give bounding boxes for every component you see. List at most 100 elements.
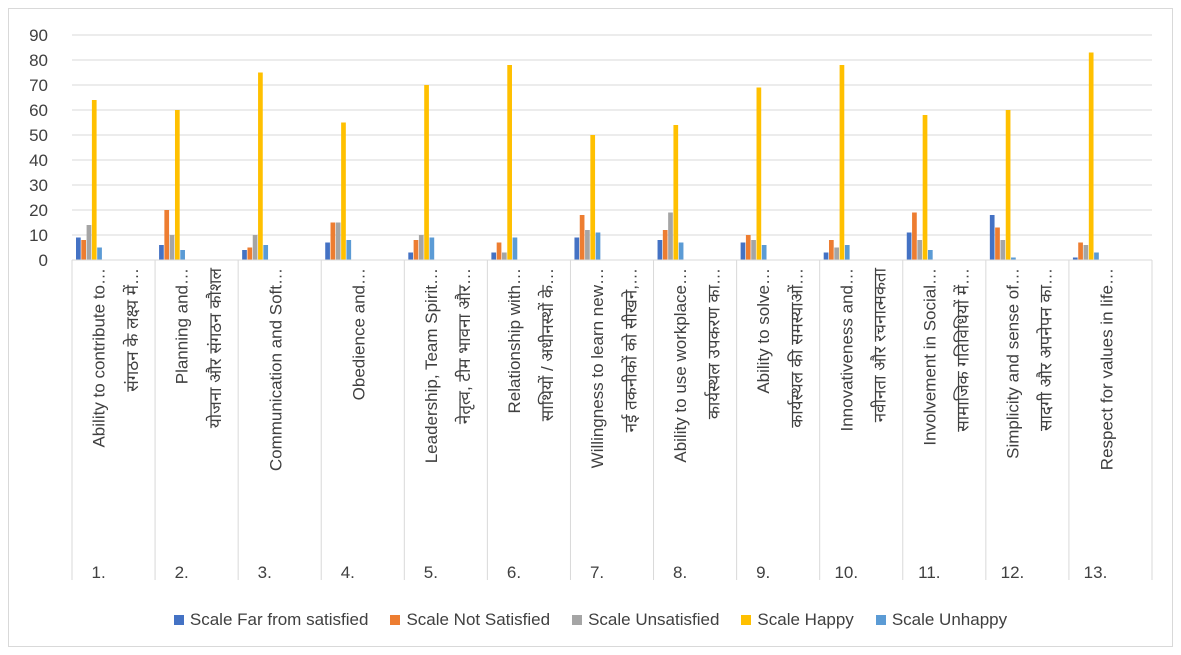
category-label: संगठन के लक्ष्य में… xyxy=(122,268,142,392)
category-label: नेतृत्व, टीम भावना और… xyxy=(454,268,475,424)
category-number: 13. xyxy=(1084,563,1108,582)
bar xyxy=(678,242,684,260)
category-number: 4. xyxy=(341,563,355,582)
legend-item: Scale Not Satisfied xyxy=(390,610,550,630)
category-label: नवीनता और रचनात्मकता xyxy=(870,267,890,422)
y-tick-label: 90 xyxy=(29,26,48,45)
bar xyxy=(507,65,512,260)
y-tick-label: 20 xyxy=(29,201,48,220)
bar xyxy=(1011,257,1016,260)
legend-swatch xyxy=(572,615,583,625)
category-label: Simplicity and sense of… xyxy=(1003,268,1022,459)
bar xyxy=(169,235,175,260)
category-label: Innovativeness and… xyxy=(837,268,856,432)
bar xyxy=(834,247,839,260)
bar xyxy=(673,125,679,260)
bar xyxy=(335,222,341,260)
y-tick-label: 50 xyxy=(29,126,48,145)
category-label: Ability to solve… xyxy=(754,268,773,394)
bar xyxy=(579,215,585,260)
bar xyxy=(912,212,917,260)
chart-legend: Scale Far from satisfied Scale Not Satisf… xyxy=(0,610,1181,630)
chart-frame xyxy=(8,8,1173,647)
category-label: कार्यस्थल उपकरण का… xyxy=(703,268,723,419)
bar xyxy=(662,230,668,260)
bar xyxy=(1094,252,1099,260)
bar xyxy=(242,250,247,260)
category-label: सामाजिक गतिविधियों में… xyxy=(953,268,973,432)
bar xyxy=(418,235,424,260)
y-tick-label: 30 xyxy=(29,176,48,195)
bar xyxy=(91,100,97,260)
y-tick-label: 40 xyxy=(29,151,48,170)
legend-item: Scale Unhappy xyxy=(875,610,1007,630)
category-number: 6. xyxy=(507,563,521,582)
bar xyxy=(989,215,995,260)
category-number: 3. xyxy=(258,563,272,582)
bar xyxy=(751,240,756,260)
bar xyxy=(1078,242,1083,260)
bar xyxy=(844,245,850,260)
bar xyxy=(839,65,845,260)
legend-item: Scale Far from satisfied xyxy=(173,610,369,630)
bar xyxy=(585,230,590,260)
bar xyxy=(491,252,497,260)
bar xyxy=(429,237,435,260)
bar xyxy=(263,245,269,260)
legend-item: Scale Unsatisfied xyxy=(572,610,719,630)
legend-swatch xyxy=(875,615,886,625)
category-label: साथियों / अधीनस्थों के… xyxy=(537,268,557,421)
legend-swatch xyxy=(741,615,752,625)
y-tick-label: 80 xyxy=(29,51,48,70)
legend-label: Scale Not Satisfied xyxy=(406,610,551,629)
category-number: 7. xyxy=(590,563,604,582)
bar xyxy=(828,240,834,260)
bar xyxy=(97,247,102,260)
bar xyxy=(408,252,414,260)
bar xyxy=(76,237,81,260)
bar xyxy=(756,87,762,260)
category-number: 10. xyxy=(834,563,858,582)
legend-label: Scale Far from satisfied xyxy=(189,610,369,629)
bar xyxy=(159,245,164,260)
category-number: 9. xyxy=(756,563,770,582)
bar xyxy=(922,115,928,260)
bar xyxy=(174,110,180,260)
category-label: Ability to contribute to… xyxy=(90,268,109,448)
bar xyxy=(325,242,330,260)
category-number: 8. xyxy=(673,563,687,582)
bar xyxy=(745,235,751,260)
y-tick-label: 10 xyxy=(29,226,48,245)
bar xyxy=(330,222,336,260)
category-number: 1. xyxy=(91,563,105,582)
category-label: Planning and… xyxy=(173,268,192,384)
category-number: 5. xyxy=(424,563,438,582)
category-number: 12. xyxy=(1001,563,1025,582)
bar xyxy=(917,240,923,260)
bar xyxy=(501,252,507,260)
bar xyxy=(81,240,86,260)
legend-swatch xyxy=(173,615,184,625)
category-label: Obedience and… xyxy=(350,268,369,400)
legend-item: Scale Happy xyxy=(741,610,854,630)
bar xyxy=(995,227,1000,260)
y-tick-label: 0 xyxy=(39,251,48,270)
bar xyxy=(761,245,767,260)
bar xyxy=(424,85,429,260)
bar xyxy=(595,232,601,260)
bar xyxy=(574,237,580,260)
bar xyxy=(512,237,518,260)
category-label: Respect for values in life… xyxy=(1097,268,1116,470)
legend-swatch xyxy=(390,615,401,625)
category-label: Involvement in Social… xyxy=(920,268,939,446)
bar xyxy=(413,240,419,260)
category-label: नई तकनीकों को सीखने,… xyxy=(620,268,640,432)
bar xyxy=(1072,257,1078,260)
category-label: Ability to use workplace… xyxy=(671,268,690,463)
bar xyxy=(906,232,912,260)
bar xyxy=(1005,110,1011,260)
bar xyxy=(252,235,258,260)
y-tick-label: 60 xyxy=(29,101,48,120)
legend-label: Scale Happy xyxy=(757,610,854,629)
category-label: Communication and Soft… xyxy=(267,268,286,471)
